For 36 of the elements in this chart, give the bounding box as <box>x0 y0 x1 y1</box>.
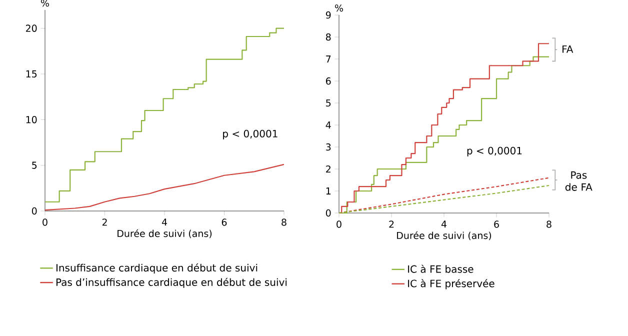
x-tick-label: 2 <box>102 218 107 226</box>
y-tick-label: 1 <box>326 188 331 194</box>
y-tick-label: 9 <box>326 11 331 19</box>
text: FA <box>562 45 574 53</box>
x-tick-label: 0 <box>336 220 342 228</box>
y-tick-label: 2 <box>326 165 330 173</box>
x-axis-title: Durée de suivi (ans) <box>118 229 212 238</box>
y-tick-label: 10 <box>26 116 37 124</box>
y-tick-label: 15 <box>26 70 37 78</box>
x-tick-label: 8 <box>282 218 286 226</box>
y-tick-label: 5 <box>32 162 37 169</box>
y-tick-label: 3 <box>326 143 331 151</box>
annotation: p < 0,0001 <box>467 146 522 156</box>
legend-label: Pas d’insuffisance cardiaque en début de suivi <box>56 278 287 288</box>
x-tick-label: 4 <box>441 220 446 228</box>
y-tick-label: 0 <box>32 207 37 215</box>
y-tick-label: 8 <box>326 33 331 41</box>
y-tick-label: 4 <box>326 122 331 128</box>
legend-label: IC à FE basse <box>408 264 474 273</box>
y-tick-label: 5 <box>326 99 331 107</box>
x-tick-label: 4 <box>162 218 167 226</box>
x-tick-label: 8 <box>546 220 552 228</box>
x-tick-label: 2 <box>389 220 394 228</box>
x-tick-label: 6 <box>494 220 499 228</box>
y-tick-label: 6 <box>326 77 331 85</box>
text: Pas de FA <box>565 171 592 191</box>
y-axis-title: % <box>335 4 343 12</box>
y-tick-label: 0 <box>326 209 331 217</box>
legend-label: Insuffisance cardiaque en début de suivi <box>56 263 258 274</box>
y-tick-label: 7 <box>326 56 331 62</box>
x-tick-label: 0 <box>42 218 48 226</box>
y-tick-label: 20 <box>26 24 37 32</box>
annotation: p < 0,0001 <box>223 130 278 140</box>
x-axis-title: Durée de suivi (ans) <box>397 231 492 240</box>
legend-label: IC à FE préservée <box>408 279 494 290</box>
x-tick-label: 6 <box>222 218 227 226</box>
